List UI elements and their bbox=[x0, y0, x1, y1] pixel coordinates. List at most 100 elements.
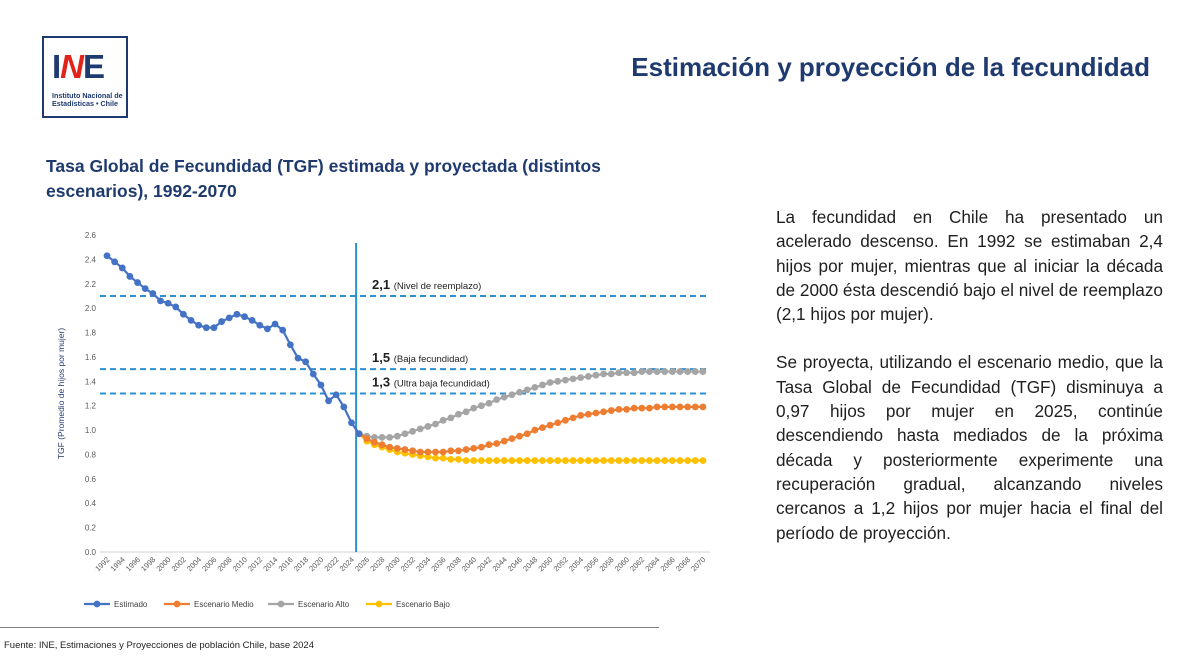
data-point-alto bbox=[584, 373, 592, 380]
data-point-estimado bbox=[111, 258, 119, 266]
data-point-medio bbox=[699, 403, 707, 411]
y-tick-label: 0.4 bbox=[85, 499, 97, 508]
data-point-alto bbox=[401, 430, 409, 438]
x-tick-label: 2066 bbox=[659, 555, 677, 573]
data-point-estimado bbox=[134, 279, 141, 286]
x-tick-label: 2042 bbox=[475, 555, 493, 573]
series-line-medio bbox=[358, 405, 703, 454]
data-point-bajo bbox=[424, 453, 432, 461]
data-point-bajo bbox=[661, 457, 669, 464]
data-point-bajo bbox=[646, 457, 653, 464]
y-axis-title: TGF (Promedio de hijos por mujer) bbox=[56, 328, 66, 459]
x-tick-label: 2050 bbox=[536, 555, 554, 573]
data-point-medio bbox=[615, 405, 623, 413]
data-point-estimado bbox=[157, 297, 164, 305]
data-point-medio bbox=[584, 410, 592, 418]
paragraph-1: La fecundidad en Chile ha presentado un … bbox=[776, 207, 1163, 325]
data-point-medio bbox=[409, 447, 416, 455]
y-tick-label: 1.0 bbox=[85, 426, 97, 435]
data-point-bajo bbox=[668, 457, 676, 464]
x-tick-label: 2006 bbox=[200, 555, 218, 573]
data-point-medio bbox=[539, 424, 546, 432]
data-point-alto bbox=[607, 370, 615, 378]
data-point-medio bbox=[500, 437, 508, 445]
data-point-alto bbox=[531, 384, 539, 391]
reference-line-label: 1,3 (Ultra baja fecundidad) bbox=[372, 375, 490, 390]
x-tick-label: 2068 bbox=[674, 555, 692, 573]
data-point-bajo bbox=[600, 457, 607, 464]
data-point-bajo bbox=[477, 457, 485, 464]
data-point-estimado bbox=[172, 303, 180, 311]
x-tick-label: 2012 bbox=[246, 555, 264, 573]
x-tick-label: 2022 bbox=[322, 555, 340, 573]
data-point-medio bbox=[600, 408, 607, 416]
data-point-alto bbox=[477, 402, 485, 410]
data-point-bajo bbox=[562, 457, 569, 464]
legend-marker bbox=[93, 600, 101, 608]
data-point-bajo bbox=[470, 457, 478, 464]
data-point-medio bbox=[432, 448, 439, 456]
data-point-bajo bbox=[653, 457, 661, 464]
x-tick-label: 2036 bbox=[429, 555, 447, 573]
data-point-medio bbox=[386, 443, 394, 451]
y-tick-label: 0.8 bbox=[85, 450, 97, 459]
x-tick-label: 2034 bbox=[414, 555, 432, 573]
data-point-medio bbox=[592, 409, 600, 417]
data-point-estimado bbox=[195, 321, 203, 329]
data-point-medio bbox=[424, 448, 432, 456]
data-point-alto bbox=[539, 381, 546, 389]
data-point-bajo bbox=[455, 455, 462, 463]
data-point-estimado bbox=[332, 391, 340, 399]
data-point-medio bbox=[554, 419, 562, 427]
x-tick-label: 2046 bbox=[506, 555, 524, 573]
data-point-bajo bbox=[615, 457, 623, 464]
data-point-medio bbox=[607, 407, 615, 414]
data-point-estimado bbox=[164, 299, 172, 307]
x-tick-label: 2018 bbox=[292, 555, 310, 573]
data-point-alto bbox=[569, 375, 577, 383]
x-tick-label: 2056 bbox=[582, 555, 600, 573]
data-point-medio bbox=[661, 403, 669, 411]
data-point-estimado bbox=[141, 285, 149, 293]
data-point-medio bbox=[546, 421, 554, 429]
data-point-medio bbox=[523, 430, 531, 438]
data-point-estimado bbox=[325, 397, 332, 405]
x-tick-label: 2058 bbox=[597, 555, 615, 573]
data-point-alto bbox=[691, 368, 699, 375]
x-tick-label: 2060 bbox=[613, 555, 631, 573]
x-tick-label: 2002 bbox=[170, 555, 188, 573]
data-point-medio bbox=[646, 404, 653, 412]
data-point-bajo bbox=[462, 457, 470, 464]
legend-label: Estimado bbox=[114, 600, 148, 609]
data-point-medio bbox=[668, 403, 676, 411]
legend-label: Escenario Bajo bbox=[396, 600, 450, 609]
data-point-medio bbox=[684, 403, 692, 411]
x-tick-label: 2026 bbox=[353, 555, 371, 573]
data-point-estimado bbox=[317, 381, 325, 389]
data-point-medio bbox=[691, 403, 699, 411]
data-point-alto bbox=[409, 427, 416, 435]
x-tick-label: 2020 bbox=[307, 555, 325, 573]
data-point-bajo bbox=[432, 454, 439, 462]
x-tick-label: 2014 bbox=[261, 555, 279, 573]
data-point-estimado bbox=[241, 313, 248, 321]
data-point-medio bbox=[447, 447, 455, 455]
legend-marker bbox=[173, 600, 181, 608]
y-tick-label: 1.4 bbox=[85, 377, 97, 386]
legend-marker bbox=[277, 600, 285, 608]
x-tick-label: 2040 bbox=[460, 555, 478, 573]
data-point-estimado bbox=[348, 419, 355, 427]
data-point-alto bbox=[470, 404, 478, 412]
x-tick-label: 2064 bbox=[643, 555, 661, 573]
data-point-bajo bbox=[523, 457, 531, 464]
y-tick-label: 0.0 bbox=[85, 548, 97, 557]
data-point-bajo bbox=[569, 457, 577, 464]
data-point-estimado bbox=[218, 318, 226, 325]
data-point-alto bbox=[371, 433, 378, 441]
data-point-bajo bbox=[607, 457, 615, 464]
data-point-medio bbox=[493, 440, 501, 447]
data-point-bajo bbox=[546, 457, 554, 464]
data-point-estimado bbox=[340, 403, 348, 411]
data-point-bajo bbox=[516, 457, 523, 464]
data-point-alto bbox=[416, 425, 424, 433]
